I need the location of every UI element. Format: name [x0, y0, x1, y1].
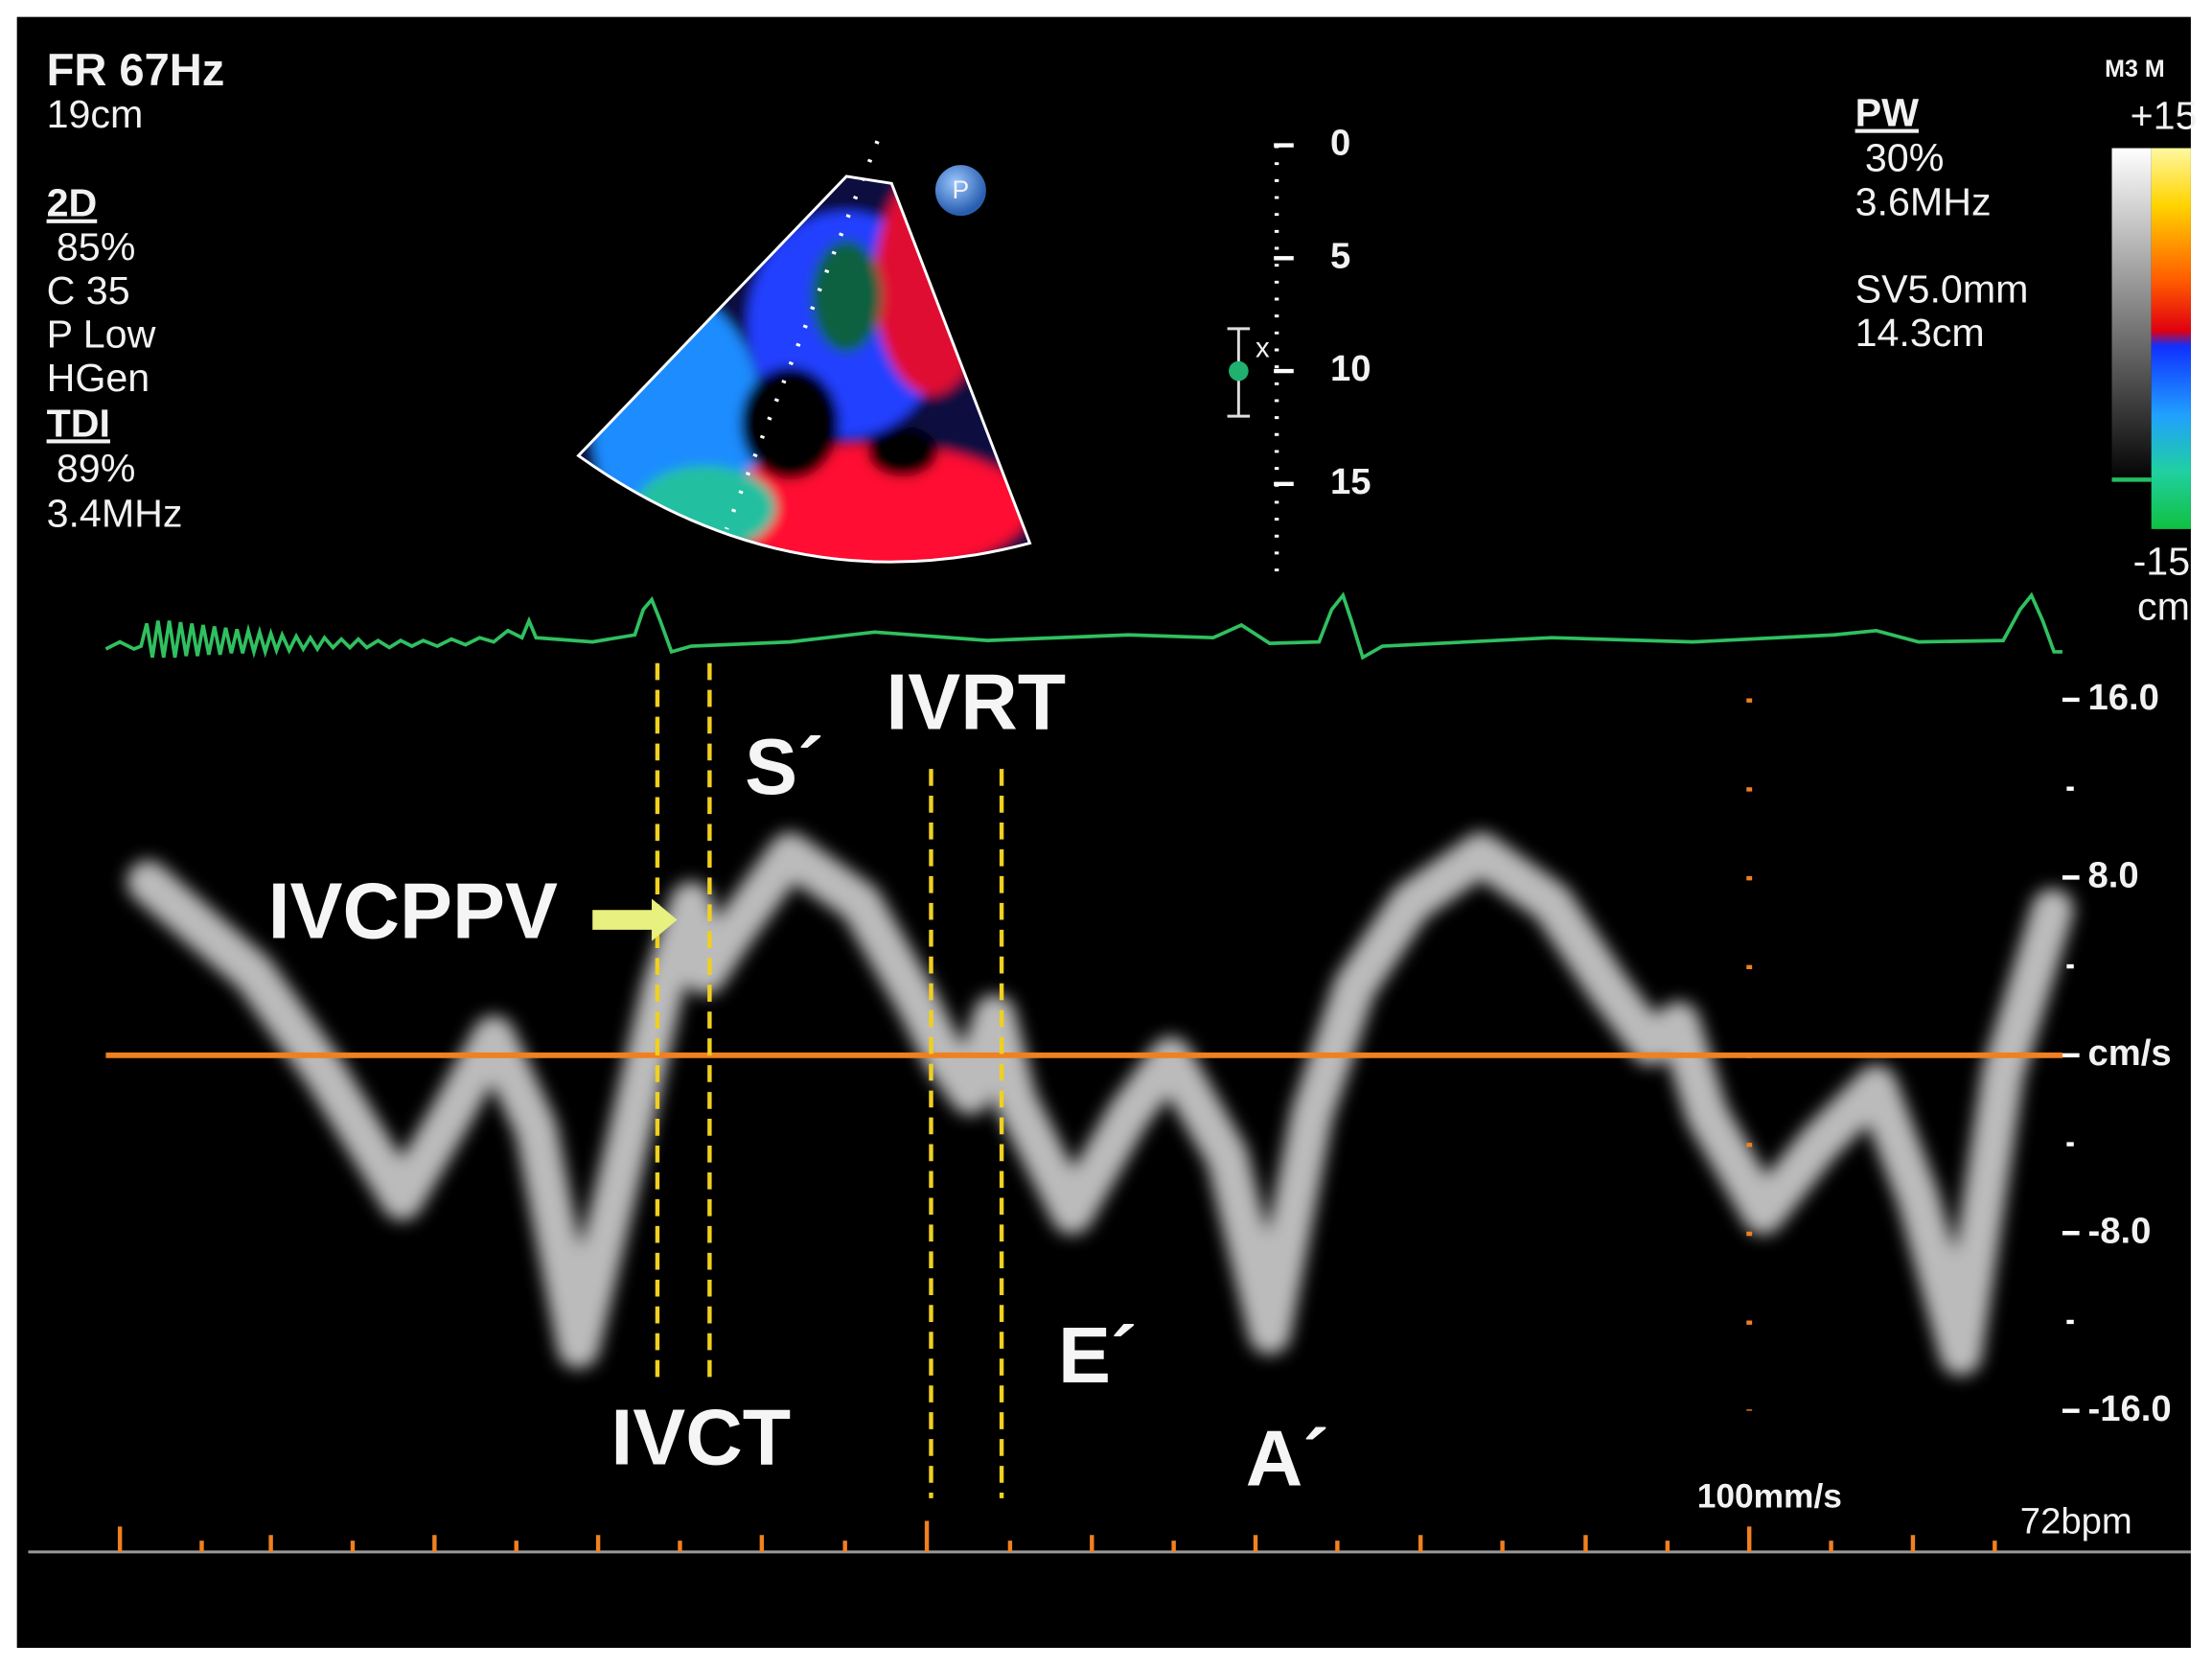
- screen-background: [16, 16, 2191, 1648]
- velocity-color-scale: [2151, 148, 2191, 529]
- color-bar: M3 M +15 -15 cm: [2105, 56, 2197, 628]
- velocity-label: 8.0: [2087, 854, 2138, 895]
- e-prime-label: E´: [1058, 1311, 1137, 1400]
- pw-setting: 3.6MHz: [1855, 179, 1992, 223]
- depth-label: 0: [1330, 123, 1350, 164]
- ecg-trace: [104, 591, 2062, 661]
- annotations: IVCPPV S´ IVRT IVCT E´ A´: [268, 659, 1329, 1503]
- mode-label: TDI: [47, 401, 110, 445]
- color-bar-title: M3 M: [2105, 56, 2165, 82]
- a-prime-label: A´: [1246, 1414, 1329, 1502]
- color-bar-unit: cm: [2137, 585, 2190, 629]
- mode-setting: 89%: [57, 446, 135, 490]
- pw-setting: SV5.0mm: [1855, 267, 2029, 312]
- mode-setting: HGen: [47, 356, 150, 400]
- s-prime-label: S´: [745, 723, 823, 811]
- probe-marker: P: [953, 175, 970, 204]
- mode-setting: C 35: [47, 268, 130, 313]
- pw-setting: 30%: [1865, 136, 1944, 180]
- heart-rate: 72bpm: [2020, 1501, 2132, 1542]
- depth-scale: 0 5 10 15 x: [1227, 123, 1371, 582]
- depth-label: 15: [1330, 461, 1371, 502]
- ivrt-label: IVRT: [886, 659, 1066, 747]
- velocity-scale: 16.0 8.0 cm/s -8.0 -16.0: [105, 677, 2172, 1429]
- pw-setting: 14.3cm: [1855, 311, 1985, 355]
- mode-label: 2D: [47, 181, 98, 225]
- interval-markers: [655, 662, 1004, 1498]
- ivcppv-label: IVCPPV: [268, 867, 558, 955]
- depth-label: 10: [1330, 348, 1371, 389]
- velocity-label: cm/s: [2087, 1032, 2171, 1074]
- mode-setting: 3.4MHz: [47, 492, 183, 536]
- color-bar-bottom: -15: [2133, 540, 2191, 584]
- doppler-spectrum: [127, 832, 2074, 1376]
- time-axis: 100mm/s 72bpm: [28, 1477, 2191, 1554]
- velocity-label: 16.0: [2087, 677, 2158, 718]
- mode-setting: 85%: [57, 224, 135, 268]
- velocity-label: -8.0: [2087, 1210, 2151, 1251]
- sweep-speed: 100mm/s: [1697, 1477, 1842, 1515]
- mode-label: PW: [1855, 91, 1919, 135]
- sample-volume-marker: x: [1256, 333, 1270, 364]
- ivct-label: IVCT: [611, 1393, 791, 1481]
- right-info: PW 30% 3.6MHz SV5.0mm 14.3cm: [1855, 91, 2029, 356]
- mode-setting: P Low: [47, 313, 156, 357]
- color-bar-top: +15: [2131, 94, 2198, 138]
- frame-rate: FR 67Hz: [47, 44, 225, 95]
- ivcppv-arrow: [592, 898, 678, 941]
- velocity-label: -16.0: [2087, 1388, 2171, 1429]
- depth: 19cm: [47, 92, 144, 136]
- gray-scale: [2111, 148, 2152, 484]
- depth-label: 5: [1330, 235, 1350, 276]
- left-info: FR 67Hz 19cm 2D 85% C 35 P Low HGen TDI …: [47, 44, 225, 536]
